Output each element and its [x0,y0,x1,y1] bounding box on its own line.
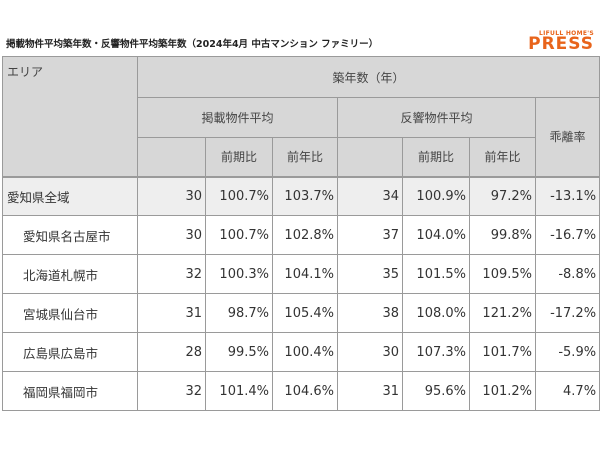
logo-main-text: PRESS [528,34,594,54]
listed-yoy: 103.7% [272,175,338,216]
response-qoq: 108.0% [402,293,470,333]
listed-header: 掲載物件平均 [137,97,338,138]
listed-years: 31 [137,293,206,333]
response-qoq: 95.6% [402,371,470,411]
listed-years: 32 [137,254,206,294]
area-name: 愛知県名古屋市 [2,215,138,255]
table-row: 愛知県全域 30 100.7% 103.7% 34 100.9% 97.2% -… [2,175,600,216]
listed-qoq-header: 前期比 [205,137,273,177]
listed-qoq: 100.7% [205,175,273,216]
area-header: エリア [2,56,138,177]
response-years: 30 [337,332,403,372]
listed-yoy: 105.4% [272,293,338,333]
gap-header: 乖離率 [534,97,600,177]
group-header: 築年数（年） [136,56,600,98]
response-years: 31 [337,371,403,411]
response-yoy: 101.2% [469,371,536,411]
area-name: 愛知県全域 [2,175,138,216]
listed-qoq: 101.4% [205,371,273,411]
listed-blank-header [137,137,206,177]
response-yoy: 101.7% [469,332,536,372]
listed-years: 32 [137,371,206,411]
listed-qoq: 100.3% [205,254,273,294]
response-yoy: 121.2% [469,293,536,333]
listed-qoq: 98.7% [205,293,273,333]
gap-rate: 4.7% [534,371,600,411]
response-years: 35 [337,254,403,294]
response-blank-header [337,137,403,177]
gap-rate: -8.8% [534,254,600,294]
listed-qoq: 99.5% [205,332,273,372]
chart-title: 掲載物件平均築年数・反響物件平均築年数（2024年4月 中古マンション ファミリ… [6,39,379,50]
listed-yoy: 104.1% [272,254,338,294]
logo-top-text: LIFULL HOME'S [538,30,594,37]
data-table: エリア 築年数（年） 掲載物件平均 反響物件平均 乖離率 前期比 前年比 前期比… [2,56,600,411]
listed-qoq: 100.7% [205,215,273,255]
listed-years: 30 [137,175,206,216]
table-row: 広島県広島市 28 99.5% 100.4% 30 107.3% 101.7% … [2,332,600,372]
brand-logo: LIFULL HOME'S PRESS [528,30,594,54]
response-years: 37 [337,215,403,255]
table-row: 福岡県福岡市 32 101.4% 104.6% 31 95.6% 101.2% … [2,371,600,411]
area-name: 広島県広島市 [2,332,138,372]
response-qoq: 107.3% [402,332,470,372]
response-qoq: 100.9% [402,175,470,216]
response-yoy: 109.5% [469,254,536,294]
listed-years: 30 [137,215,206,255]
response-qoq: 104.0% [402,215,470,255]
response-years: 38 [337,293,403,333]
listed-yoy: 102.8% [272,215,338,255]
response-yoy-header: 前年比 [469,137,536,177]
response-yoy: 99.8% [469,215,536,255]
response-years: 34 [337,175,403,216]
gap-rate: -17.2% [534,293,600,333]
response-header: 反響物件平均 [337,97,536,138]
listed-yoy: 104.6% [272,371,338,411]
response-qoq-header: 前期比 [402,137,470,177]
table-row: 北海道札幌市 32 100.3% 104.1% 35 101.5% 109.5%… [2,254,600,294]
area-name: 福岡県福岡市 [2,371,138,411]
response-yoy: 97.2% [469,175,536,216]
area-name: 宮城県仙台市 [2,293,138,333]
listed-yoy: 100.4% [272,332,338,372]
table-row: 宮城県仙台市 31 98.7% 105.4% 38 108.0% 121.2% … [2,293,600,333]
gap-rate: -13.1% [534,175,600,216]
gap-rate: -16.7% [534,215,600,255]
area-name: 北海道札幌市 [2,254,138,294]
listed-years: 28 [137,332,206,372]
listed-yoy-header: 前年比 [272,137,338,177]
gap-rate: -5.9% [534,332,600,372]
response-qoq: 101.5% [402,254,470,294]
table-row: 愛知県名古屋市 30 100.7% 102.8% 37 104.0% 99.8%… [2,215,600,255]
